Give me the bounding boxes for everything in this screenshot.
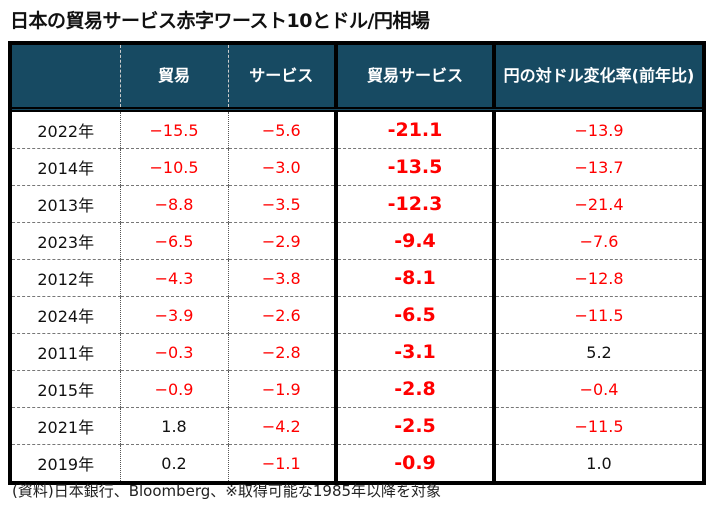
cell-trade: 0.2 — [119, 444, 228, 481]
cell-service: −4.2 — [227, 407, 336, 445]
cell-trade: −6.5 — [119, 222, 228, 260]
cell-year: 2011年 — [12, 333, 120, 371]
cell-total: -8.1 — [334, 259, 494, 297]
cell-trade: −0.9 — [119, 370, 228, 408]
cell-service: −2.8 — [227, 333, 336, 371]
cell-yen: −11.5 — [492, 407, 702, 445]
cell-trade: −15.5 — [119, 109, 228, 149]
cell-yen: −7.6 — [492, 222, 702, 260]
cell-service: −3.5 — [227, 185, 336, 223]
cell-total: -3.1 — [334, 333, 494, 371]
cell-year: 2021年 — [12, 407, 120, 445]
table-row: 2022年 −15.5 −5.6 -21.1 −13.9 — [12, 109, 702, 149]
cell-year: 2012年 — [12, 259, 120, 297]
footnote: (資料)日本銀行、Bloomberg、※取得可能な1985年以降を対象 — [12, 482, 442, 500]
cell-service: −3.0 — [227, 148, 336, 186]
header-year — [12, 45, 120, 110]
cell-total: -21.1 — [334, 109, 494, 149]
cell-trade: −10.5 — [119, 148, 228, 186]
cell-year: 2014年 — [12, 148, 120, 186]
header-trade: 貿易 — [119, 45, 228, 110]
table-row: 2023年 −6.5 −2.9 -9.4 −7.6 — [12, 222, 702, 260]
table-row: 2015年 −0.9 −1.9 -2.8 −0.4 — [12, 370, 702, 408]
cell-total: -2.8 — [334, 370, 494, 408]
cell-total: -2.5 — [334, 407, 494, 445]
table-row: 2014年 −10.5 −3.0 -13.5 −13.7 — [12, 148, 702, 186]
cell-service: −2.6 — [227, 296, 336, 334]
cell-yen: −13.9 — [492, 109, 702, 149]
cell-total: -12.3 — [334, 185, 494, 223]
cell-yen: −21.4 — [492, 185, 702, 223]
table-row: 2024年 −3.9 −2.6 -6.5 −11.5 — [12, 296, 702, 334]
table-row: 2013年 −8.8 −3.5 -12.3 −21.4 — [12, 185, 702, 223]
cell-year: 2024年 — [12, 296, 120, 334]
cell-yen: −11.5 — [492, 296, 702, 334]
table-row: 2012年 −4.3 −3.8 -8.1 −12.8 — [12, 259, 702, 297]
cell-service: −5.6 — [227, 109, 336, 149]
cell-year: 2022年 — [12, 109, 120, 149]
page-title: 日本の貿易サービス赤字ワースト10とドル/円相場 — [10, 10, 430, 32]
cell-trade: −8.8 — [119, 185, 228, 223]
cell-year: 2019年 — [12, 444, 120, 481]
header-trade-service: 貿易サービス — [334, 45, 494, 110]
cell-service: −2.9 — [227, 222, 336, 260]
cell-trade: −4.3 — [119, 259, 228, 297]
cell-trade: −3.9 — [119, 296, 228, 334]
cell-total: -9.4 — [334, 222, 494, 260]
trade-deficit-table: 貿易 サービス 貿易サービス 円の対ドル変化率(前年比) 2022年 −15.5−… — [8, 41, 706, 485]
cell-yen: −0.4 — [492, 370, 702, 408]
cell-total: -0.9 — [334, 444, 494, 481]
cell-yen: −12.8 — [492, 259, 702, 297]
cell-year: 2023年 — [12, 222, 120, 260]
cell-trade: −0.3 — [119, 333, 228, 371]
header-service: サービス — [227, 45, 336, 110]
cell-service: −1.1 — [227, 444, 336, 481]
cell-yen: 5.2 — [492, 333, 702, 371]
cell-year: 2013年 — [12, 185, 120, 223]
cell-service: −1.9 — [227, 370, 336, 408]
cell-yen: 1.0 — [492, 444, 702, 481]
table-row: 2011年 −0.3 −2.8 -3.1 5.2 — [12, 333, 702, 371]
cell-yen: −13.7 — [492, 148, 702, 186]
cell-total: -13.5 — [334, 148, 494, 186]
cell-total: -6.5 — [334, 296, 494, 334]
cell-year: 2015年 — [12, 370, 120, 408]
table-row: 2019年 0.2 −1.1 -0.9 1.0 — [12, 444, 702, 481]
header-row: 貿易 サービス 貿易サービス 円の対ドル変化率(前年比) — [12, 45, 702, 110]
cell-service: −3.8 — [227, 259, 336, 297]
header-yen-change: 円の対ドル変化率(前年比) — [492, 45, 702, 110]
cell-trade: 1.8 — [119, 407, 228, 445]
table-row: 2021年 1.8 −4.2 -2.5 −11.5 — [12, 407, 702, 445]
